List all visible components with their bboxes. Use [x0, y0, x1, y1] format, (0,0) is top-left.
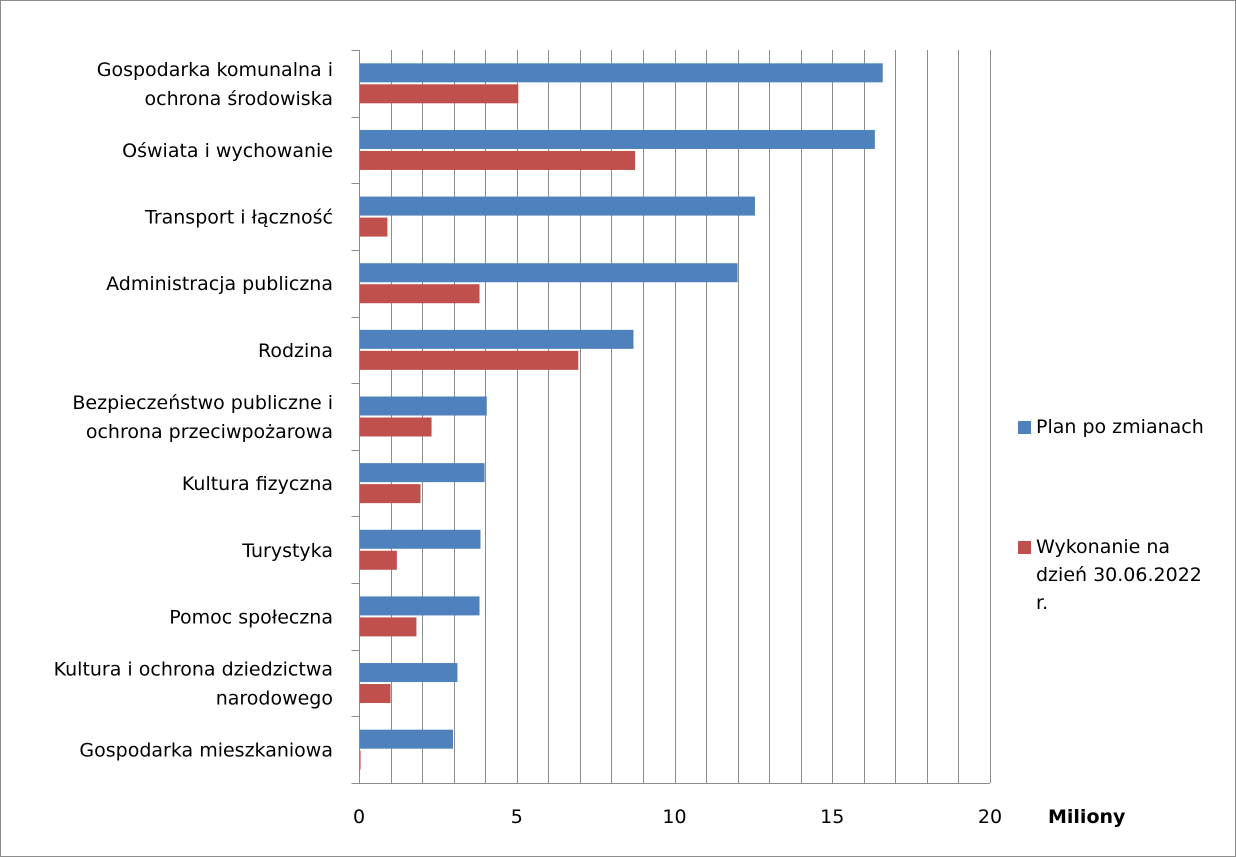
category-label-line: ochrona przeciwpożarowa: [86, 421, 333, 443]
bar-plan: [359, 396, 487, 416]
bar-wykonanie: [359, 84, 519, 104]
x-tick-label: 5: [511, 806, 523, 828]
bars: [359, 63, 883, 770]
x-tick-label: 15: [820, 806, 844, 828]
legend-label: Plan po zmianach: [1036, 416, 1204, 438]
category-label: Rodzina: [258, 340, 333, 362]
category-label-line: Bezpieczeństwo publiczne i: [72, 392, 333, 414]
bar-plan: [359, 663, 458, 683]
unit-label: Miliony: [1048, 806, 1126, 828]
category-label-line: Pomoc społeczna: [169, 606, 333, 628]
bar-wykonanie: [359, 550, 397, 570]
bar-plan: [359, 529, 481, 549]
legend-label-line: r.: [1036, 592, 1048, 614]
bar-wykonanie: [359, 684, 391, 704]
category-label-line: Kultura fizyczna: [182, 473, 333, 495]
bar-plan: [359, 129, 875, 149]
category-label-line: Transport i łączność: [144, 207, 333, 229]
category-label: Administracja publiczna: [106, 273, 333, 295]
bar-plan: [359, 263, 738, 283]
category-label: Gospodarka mieszkaniowa: [79, 740, 333, 762]
category-label-line: Administracja publiczna: [106, 273, 333, 295]
legend-swatch-plan: [1018, 421, 1031, 434]
x-tick-label: 20: [978, 806, 1002, 828]
bar-plan: [359, 63, 883, 83]
legend: Plan po zmianach Wykonanie na dzień 30.06.…: [1018, 416, 1204, 614]
bar-wykonanie: [359, 417, 432, 437]
category-label: Kultura fizyczna: [182, 473, 333, 495]
category-labels: Gospodarka komunalna i ochrona środowiska…: [54, 59, 333, 762]
legend-label-line: Plan po zmianach: [1036, 416, 1204, 438]
bar-wykonanie: [359, 150, 636, 170]
category-label-line: Kultura i ochrona dziedzictwa: [54, 659, 333, 681]
bar-plan: [359, 196, 755, 216]
value-axis: [351, 50, 990, 784]
category-label: Gospodarka komunalna i ochrona środowiska: [97, 59, 333, 110]
category-label: Bezpieczeństwo publiczne i ochrona przeci…: [72, 392, 333, 443]
bar-plan: [359, 729, 454, 749]
legend-label: Wykonanie na dzień 30.06.2022 r.: [1036, 536, 1202, 614]
x-tick-label: 0: [353, 806, 365, 828]
category-label-line: Turystyka: [241, 540, 333, 562]
category-label: Oświata i wychowanie: [122, 140, 333, 162]
x-tick-label: 10: [662, 806, 686, 828]
bar-wykonanie: [359, 217, 388, 237]
bar-plan: [359, 329, 634, 349]
category-label: Turystyka: [241, 540, 333, 562]
bar-wykonanie: [359, 617, 417, 637]
bar-wykonanie: [359, 284, 480, 304]
legend-label-line: Wykonanie na: [1036, 536, 1170, 558]
legend-swatch-wykonanie: [1018, 541, 1031, 554]
category-label: Pomoc społeczna: [169, 606, 333, 628]
bar-wykonanie: [359, 484, 421, 504]
bar-wykonanie: [359, 350, 579, 370]
category-label: Transport i łączność: [144, 207, 333, 229]
category-label-line: ochrona środowiska: [145, 88, 334, 110]
category-label-line: Gospodarka mieszkaniowa: [79, 740, 333, 762]
category-label: Kultura i ochrona dziedzictwa narodowego: [54, 659, 333, 710]
category-label-line: Rodzina: [258, 340, 333, 362]
tick-labels: 0 5 10 15 20: [353, 806, 1002, 828]
gridlines: [391, 50, 991, 783]
category-label-line: Oświata i wychowanie: [122, 140, 333, 162]
legend-label-line: dzień 30.06.2022: [1036, 564, 1202, 586]
bar-plan: [359, 596, 480, 616]
category-label-line: narodowego: [216, 688, 333, 710]
bar-plan: [359, 463, 485, 483]
category-label-line: Gospodarka komunalna i: [97, 59, 333, 81]
